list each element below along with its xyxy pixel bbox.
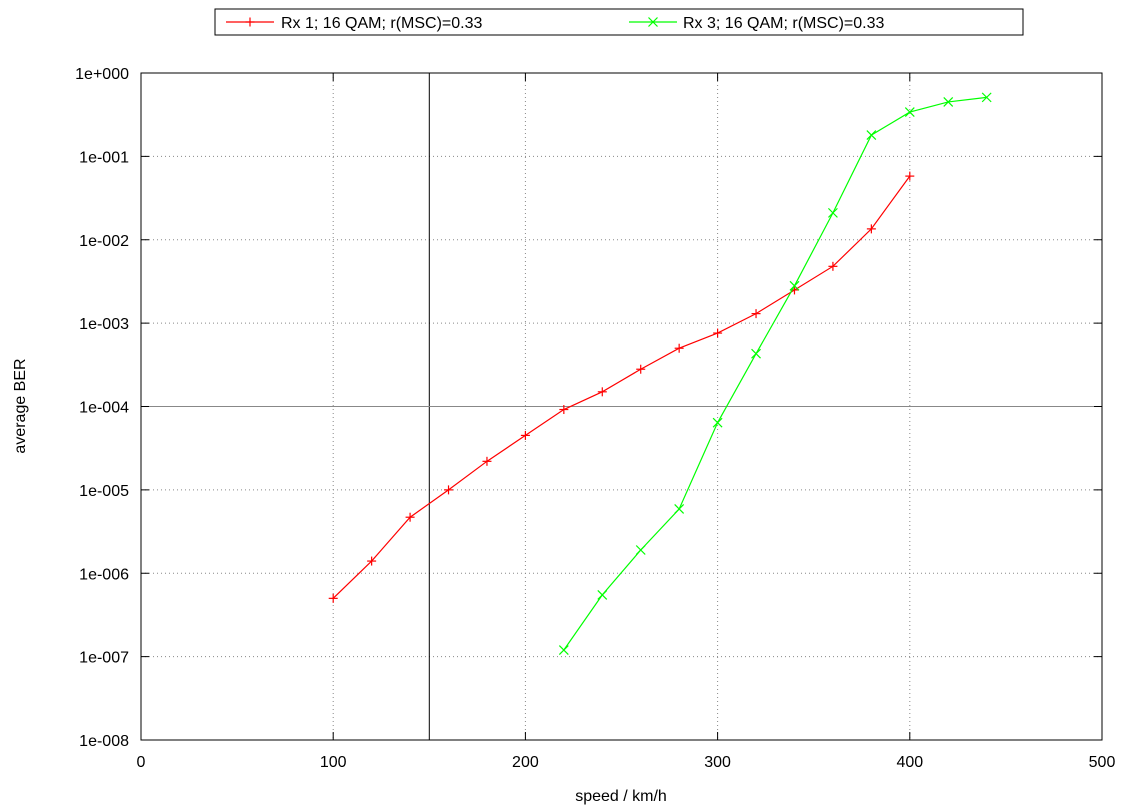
data-point [674,504,685,514]
data-point [674,343,684,353]
data-point [444,485,454,495]
data-point [482,456,492,466]
x-axis-label: speed / km/h [575,788,667,805]
data-point [828,261,838,271]
series-line [332,175,911,599]
series-0 [328,171,915,603]
x-tick-label: 500 [1089,754,1116,771]
data-point [713,328,723,338]
data-point [943,96,954,107]
data-point [751,348,761,359]
axis-ticks: 0 100 200 300 400 500 1e-008 1e-007 1e-006 1e-005… [75,66,1115,771]
data-point [328,593,338,603]
data-point [981,92,992,103]
legend-label-rx1: Rx 1; 16 QAM; r(MSC)=0.33 [281,15,482,32]
y-tick-label: 1e-008 [79,733,129,750]
data-series [328,92,992,655]
y-tick-label: 1e-004 [79,400,129,417]
data-point [597,387,607,397]
y-tick-label: 1e+000 [75,66,129,83]
data-point [866,130,877,141]
legend: Rx 1; 16 QAM; r(MSC)=0.33 Rx 3; 16 QAM; … [214,8,1024,36]
data-point [866,224,876,234]
x-tick-label: 200 [512,754,539,771]
y-tick-label: 1e-007 [79,650,129,667]
legend-frame [214,8,1024,36]
reference-lines [141,73,1102,740]
x-tick-label: 400 [896,754,923,771]
data-point [635,545,646,555]
data-point [559,405,569,415]
data-point [520,430,530,440]
data-point [712,417,723,428]
y-tick-label: 1e-001 [79,149,129,166]
data-point [905,171,915,181]
data-point [558,645,569,655]
y-tick-label: 1e-006 [79,566,129,583]
data-point [367,556,377,566]
y-axis-label: average BER [12,358,29,453]
data-point [405,512,415,522]
y-tick-label: 1e-002 [79,233,129,250]
x-tick-label: 300 [704,754,731,771]
data-point [751,309,761,319]
data-point [597,589,608,600]
y-tick-label: 1e-005 [79,483,129,500]
series-1 [558,92,992,655]
x-tick-label: 0 [137,754,146,771]
data-point [636,364,646,374]
x-tick-label: 100 [320,754,347,771]
y-tick-label: 1e-003 [79,316,129,333]
legend-marker-sample [648,17,658,27]
data-point [904,107,915,117]
legend-entry-rx1: Rx 1; 16 QAM; r(MSC)=0.33 [226,15,482,32]
legend-marker-sample [245,17,255,27]
legend-label-rx3: Rx 3; 16 QAM; r(MSC)=0.33 [683,15,884,32]
series-line [563,96,987,651]
legend-entry-rx3: Rx 3; 16 QAM; r(MSC)=0.33 [629,15,884,32]
data-point [827,207,838,218]
data-point [789,280,800,291]
